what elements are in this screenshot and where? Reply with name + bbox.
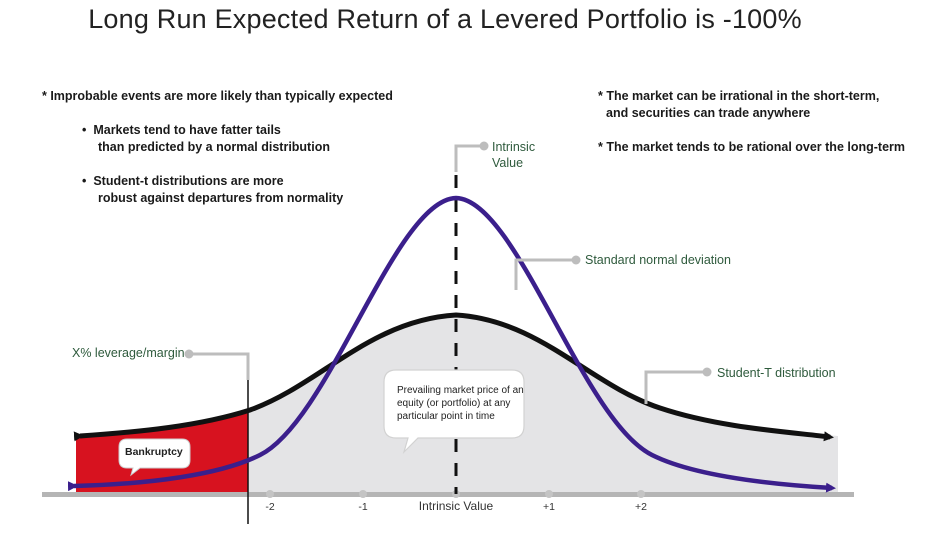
fat-tails-bullet: • Markets tend to have fatter tails than…: [82, 122, 330, 156]
tick-dot-minus-1: [359, 490, 367, 498]
irrational-line-2: and securities can trade anywhere: [606, 106, 811, 120]
bubble-line-1: Prevailing market price of an: [397, 385, 524, 396]
student-t-curve: [73, 312, 834, 442]
market-price-bubble: [383, 369, 525, 455]
bullet-dot: •: [82, 123, 94, 137]
tick-label-minus-2: -2: [265, 501, 274, 513]
intrinsic-callout-line-2: Value: [492, 156, 524, 170]
bankruptcy-bubble: [118, 438, 191, 477]
tick-label-intrinsic-value: Intrinsic Value: [419, 499, 494, 513]
normal-leader-line: [514, 258, 575, 290]
leverage-leader-dot: [184, 349, 194, 359]
irrational-market-note: * The market can be irrational in the sh…: [598, 88, 879, 122]
intrinsic-value-callout: Intrinsic Value: [492, 139, 535, 171]
x-axis: [42, 492, 854, 497]
intrinsic-leader-line: [454, 144, 484, 172]
student-leader-line: [644, 370, 706, 404]
tick-label-plus-2: +2: [635, 501, 647, 513]
tick-dot-plus-1: [545, 490, 553, 498]
leverage-leader-line: [190, 352, 250, 380]
fat-tails-line-1: Markets tend to have fatter tails: [93, 123, 281, 137]
market-price-bubble-text: Prevailing market price of an equity (or…: [397, 384, 524, 423]
bullet-dot: •: [82, 174, 94, 188]
tick-dot-minus-2: [266, 490, 274, 498]
student-t-line-2: robust against departures from normality: [98, 191, 344, 205]
bankruptcy-label: Bankruptcy: [125, 446, 183, 458]
student-t-bullet: • Student-t distributions are more robus…: [82, 173, 343, 207]
fat-tails-line-2: than predicted by a normal distribution: [98, 140, 330, 154]
normal-leader-dot: [571, 255, 581, 265]
improbable-events-note: * Improbable events are more likely than…: [42, 89, 393, 103]
tick-dot-plus-2: [637, 490, 645, 498]
rational-market-note: * The market tends to be rational over t…: [598, 140, 906, 154]
intrinsic-callout-line-1: Intrinsic: [492, 140, 536, 154]
tick-label-minus-1: -1: [358, 501, 367, 513]
student-t-callout: Student-T distribution: [717, 366, 836, 380]
page-title: Long Run Expected Return of a Levered Po…: [88, 4, 802, 34]
student-leader-dot: [702, 367, 712, 377]
tick-label-plus-1: +1: [543, 501, 555, 513]
leverage-callout: X% leverage/margin: [72, 346, 185, 360]
intrinsic-leader-dot: [479, 141, 489, 151]
standard-normal-callout: Standard normal deviation: [585, 253, 731, 267]
student-t-line-1: Student-t distributions are more: [93, 174, 284, 188]
standard-normal-curve: [67, 195, 836, 493]
student-t-area: [248, 315, 838, 494]
bubble-line-3: particular point in time: [397, 411, 495, 422]
bubble-line-2: equity (or portfolio) at any: [397, 398, 511, 409]
irrational-line-1: * The market can be irrational in the sh…: [598, 89, 880, 103]
